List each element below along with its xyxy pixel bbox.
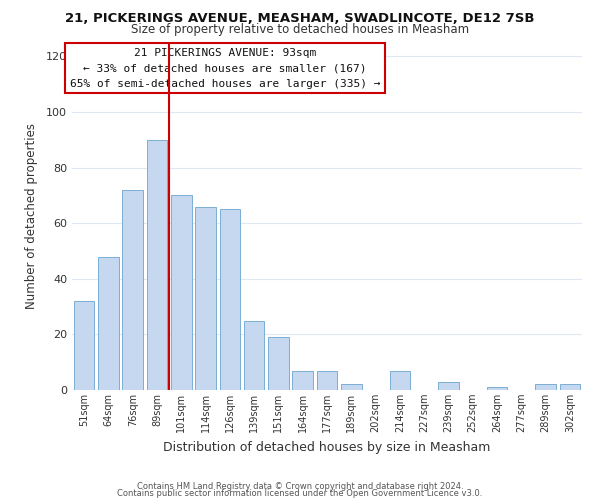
Bar xyxy=(171,196,191,390)
Text: 21 PICKERINGS AVENUE: 93sqm
← 33% of detached houses are smaller (167)
65% of se: 21 PICKERINGS AVENUE: 93sqm ← 33% of det… xyxy=(70,48,380,89)
Text: 21, PICKERINGS AVENUE, MEASHAM, SWADLINCOTE, DE12 7SB: 21, PICKERINGS AVENUE, MEASHAM, SWADLINC… xyxy=(65,12,535,26)
Bar xyxy=(146,140,167,390)
Bar xyxy=(220,210,240,390)
Bar xyxy=(438,382,459,390)
Text: Contains HM Land Registry data © Crown copyright and database right 2024.: Contains HM Land Registry data © Crown c… xyxy=(137,482,463,491)
Bar xyxy=(244,320,265,390)
Y-axis label: Number of detached properties: Number of detached properties xyxy=(25,123,38,309)
Bar xyxy=(317,370,337,390)
Text: Size of property relative to detached houses in Measham: Size of property relative to detached ho… xyxy=(131,22,469,36)
Bar xyxy=(122,190,143,390)
Bar xyxy=(292,370,313,390)
Bar xyxy=(389,370,410,390)
Bar xyxy=(341,384,362,390)
Text: Contains public sector information licensed under the Open Government Licence v3: Contains public sector information licen… xyxy=(118,489,482,498)
Bar xyxy=(535,384,556,390)
Bar xyxy=(195,206,216,390)
Bar xyxy=(487,387,508,390)
Bar xyxy=(268,337,289,390)
Bar xyxy=(98,256,119,390)
Bar xyxy=(74,301,94,390)
X-axis label: Distribution of detached houses by size in Measham: Distribution of detached houses by size … xyxy=(163,440,491,454)
Bar xyxy=(560,384,580,390)
